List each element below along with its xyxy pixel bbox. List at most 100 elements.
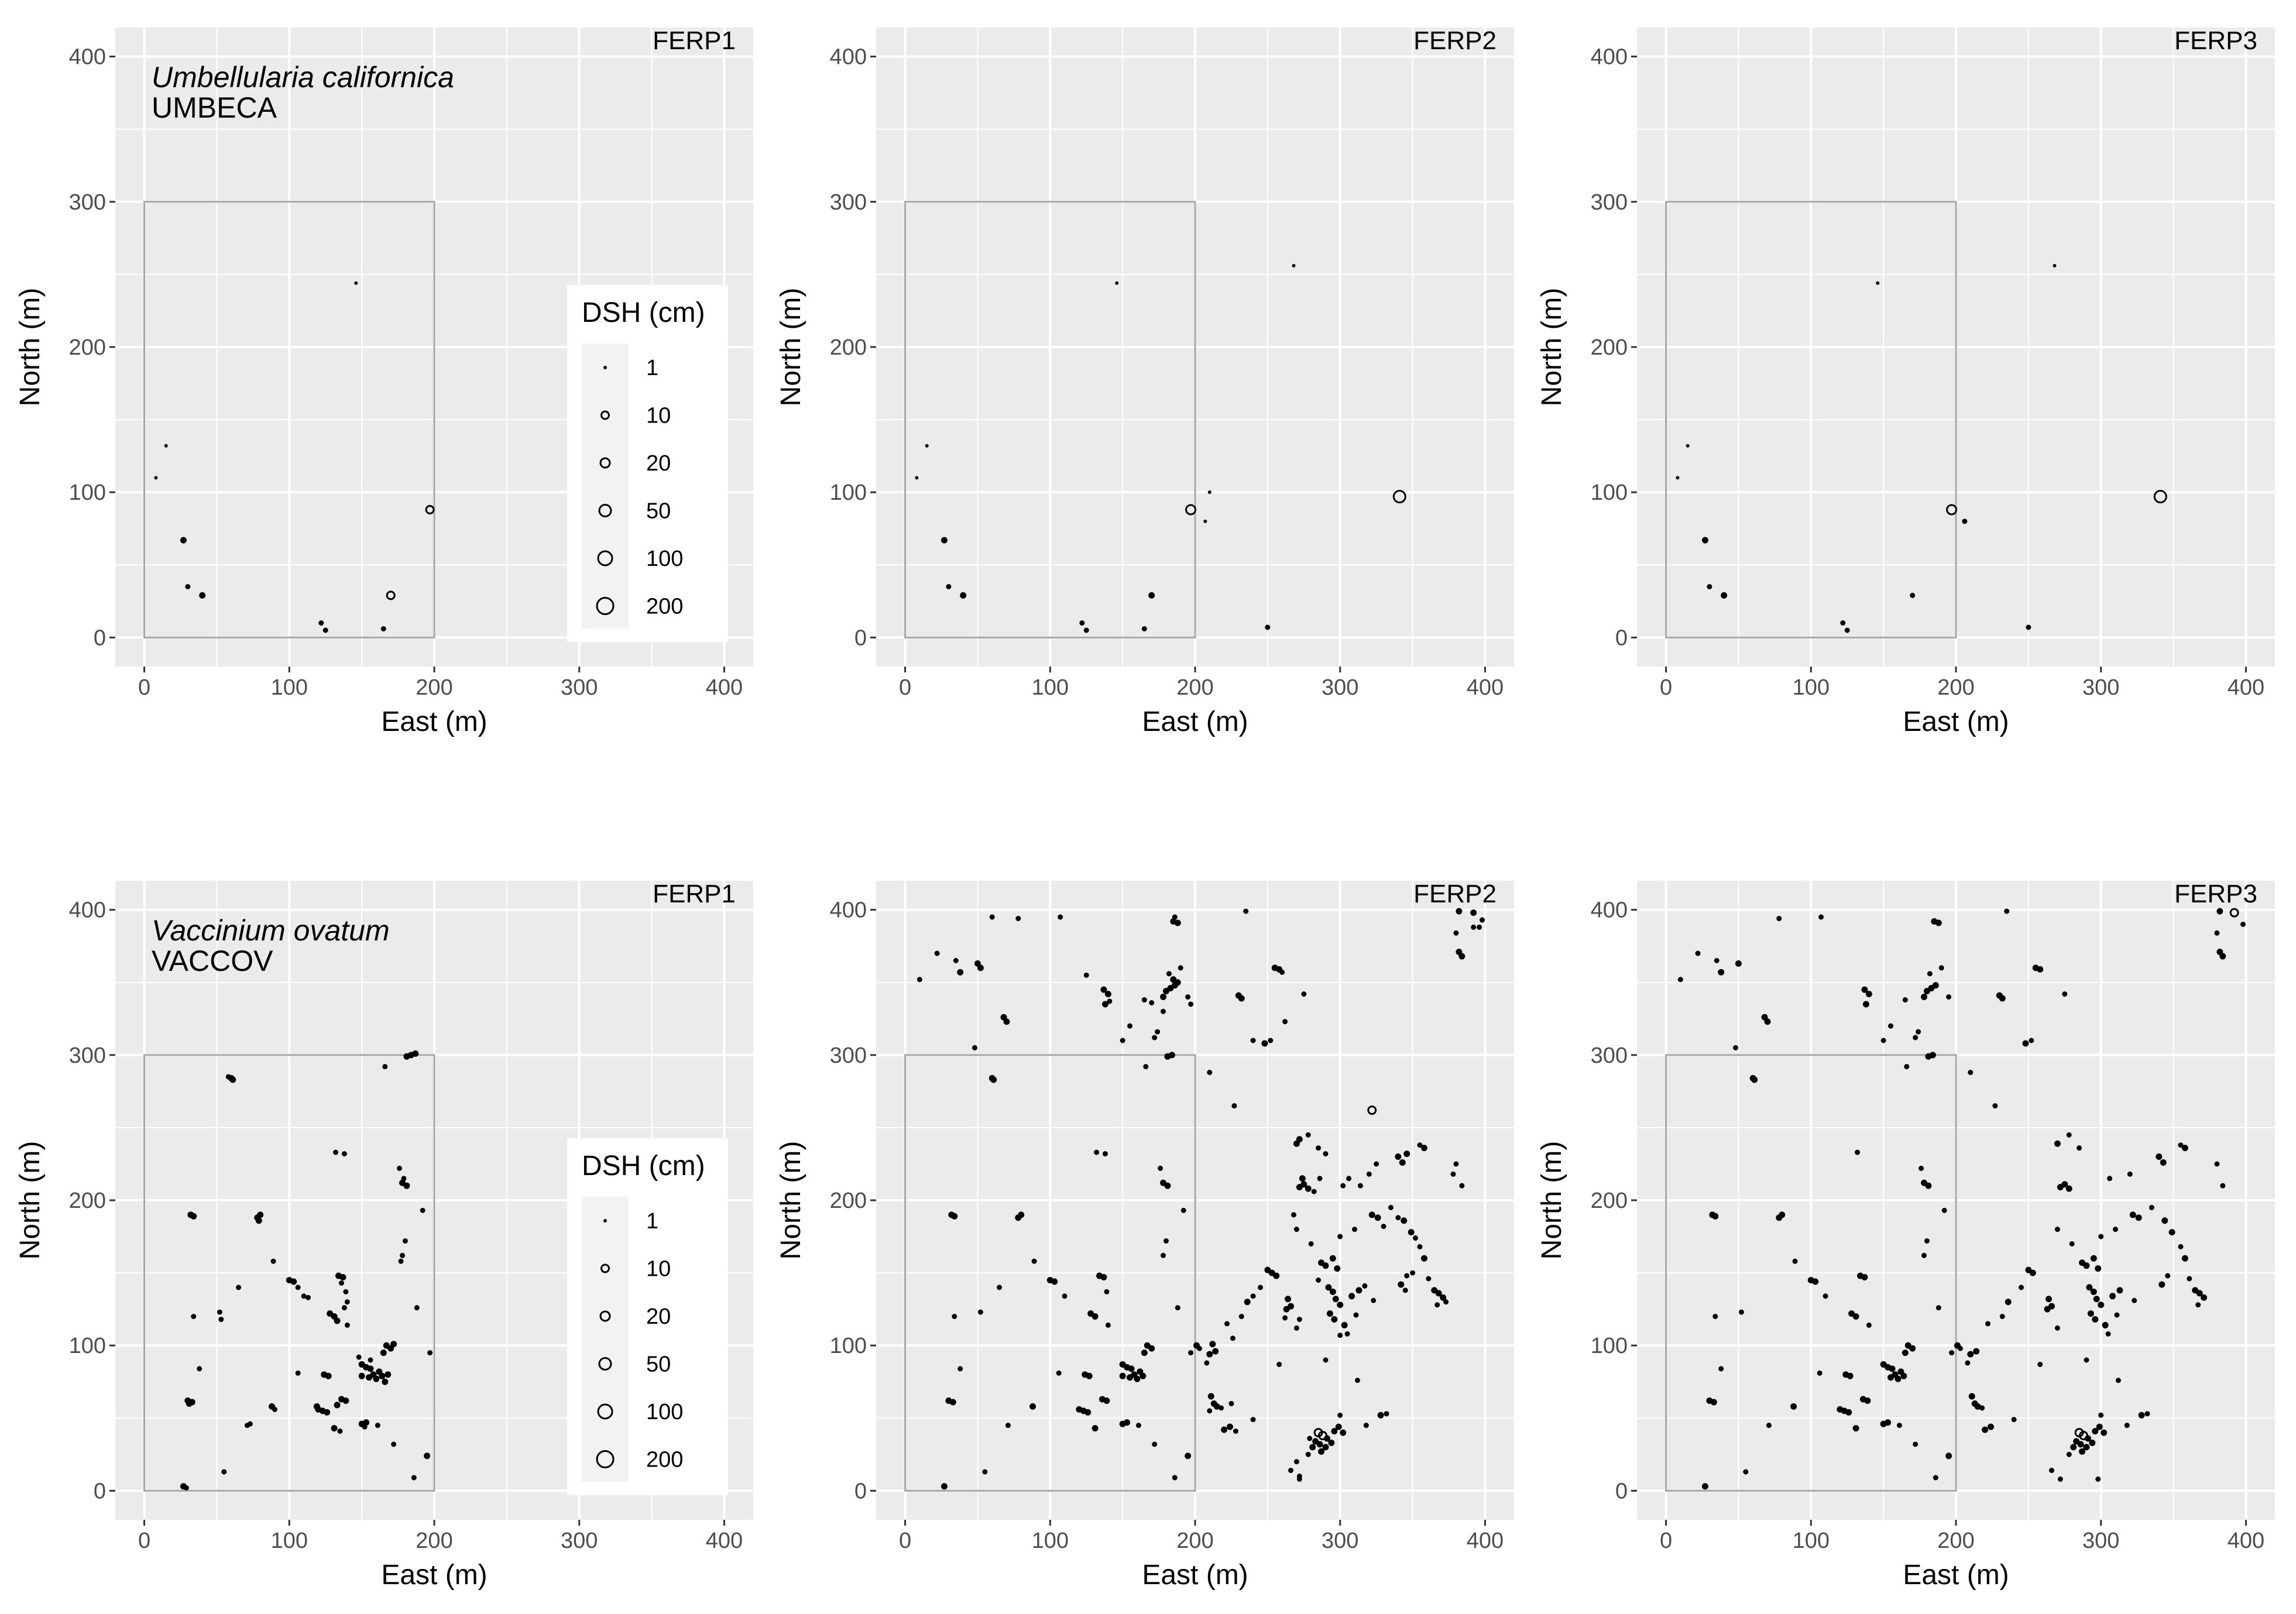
data-point (1261, 1040, 1268, 1047)
data-point (1323, 1357, 1329, 1363)
data-point (1876, 281, 1880, 285)
data-point (190, 1213, 197, 1220)
x-axis-title: East (m) (1142, 706, 1248, 737)
data-point (1305, 1185, 1312, 1192)
data-point (1371, 1297, 1377, 1303)
y-tick-label: 300 (69, 1043, 106, 1068)
data-point (1307, 1436, 1313, 1441)
data-point (1317, 1176, 1323, 1182)
data-point (1094, 1149, 1100, 1155)
data-point (2192, 1287, 2199, 1294)
data-point (1923, 988, 1930, 995)
data-point (1695, 950, 1701, 956)
data-point (1420, 1255, 1427, 1262)
data-point (1196, 1345, 1202, 1351)
data-point (1296, 1184, 1303, 1191)
data-point (1480, 917, 1485, 923)
data-point (1456, 949, 1463, 956)
data-point (2216, 949, 2223, 956)
data-point (1003, 1018, 1010, 1025)
data-point (218, 1317, 224, 1323)
data-point (338, 1280, 344, 1286)
data-point (1107, 998, 1113, 1004)
data-point (2090, 1255, 2097, 1262)
data-point (2057, 1476, 2063, 1482)
data-point (1115, 281, 1119, 285)
data-point (2214, 930, 2220, 936)
y-tick-label: 200 (1591, 335, 1628, 360)
data-point (1913, 1035, 1919, 1040)
data-point (1718, 969, 1725, 976)
data-point (1707, 584, 1712, 589)
data-point (1092, 1313, 1099, 1320)
data-point (1283, 1306, 1290, 1313)
y-tick-label: 400 (830, 898, 867, 923)
y-tick-label: 0 (94, 626, 106, 650)
data-point (1207, 1393, 1214, 1400)
data-point (1933, 1475, 1938, 1481)
data-point (1910, 592, 1916, 598)
data-point (1331, 1428, 1338, 1435)
data-point (953, 958, 959, 963)
data-point (2077, 1145, 2082, 1151)
data-point (1293, 1459, 1299, 1465)
x-tick-label: 400 (706, 1529, 743, 1553)
data-point (1143, 1064, 1149, 1070)
data-point (1334, 1265, 1341, 1272)
legend-key-symbol (603, 366, 607, 369)
data-point (2026, 624, 2031, 630)
data-point (1102, 1151, 1108, 1157)
data-point (1913, 1441, 1919, 1447)
data-point (1417, 1244, 1423, 1249)
data-point (2065, 1185, 2072, 1192)
species-name: Vaccinium ovatum (152, 914, 390, 947)
y-axis-title: North (m) (1536, 1141, 1567, 1260)
x-tick-label: 200 (1937, 1529, 1974, 1553)
data-point (1331, 1316, 1338, 1323)
data-point (1889, 1365, 1896, 1372)
x-tick-label: 400 (1467, 1529, 1504, 1553)
data-point (1120, 1038, 1125, 1043)
data-point (1238, 995, 1245, 1002)
data-point (960, 592, 967, 599)
data-point (1677, 977, 1683, 983)
data-point (1395, 1153, 1402, 1160)
data-point (1293, 1325, 1299, 1331)
data-point (154, 476, 158, 480)
y-tick-label: 0 (854, 626, 867, 650)
data-point (397, 1165, 403, 1171)
data-point (1928, 985, 1935, 992)
data-point (1887, 1374, 1895, 1381)
species-name: Umbellularia californica (152, 61, 454, 94)
data-point (2158, 1281, 2165, 1288)
data-point (1101, 1001, 1108, 1008)
panel-label: FERP1 (653, 880, 736, 908)
data-point (1207, 1070, 1213, 1076)
data-point (1170, 976, 1177, 983)
data-point (344, 1299, 350, 1305)
data-point (1792, 1258, 1798, 1264)
data-point (1337, 1234, 1343, 1239)
data-point (2161, 1217, 2168, 1224)
data-point (229, 1076, 236, 1083)
data-point (1374, 1161, 1379, 1167)
data-point (1888, 1023, 1894, 1029)
data-point (2079, 1448, 2086, 1455)
data-point (1083, 627, 1089, 633)
data-point (1864, 1397, 1871, 1404)
data-point (1957, 1345, 1963, 1351)
data-point (236, 1285, 242, 1290)
data-point (1935, 1305, 1941, 1311)
x-tick-label: 200 (416, 675, 452, 700)
data-point (1137, 1368, 1144, 1375)
data-point (1250, 1417, 1256, 1423)
data-point (2168, 1229, 2175, 1236)
data-point (1341, 1321, 1348, 1328)
y-tick-label: 0 (1615, 626, 1628, 650)
data-point (2219, 953, 2226, 960)
data-point (1228, 1400, 1234, 1406)
data-point (1927, 971, 1933, 977)
data-point (379, 1372, 386, 1379)
data-point (1431, 1287, 1438, 1294)
data-point (1188, 1001, 1194, 1007)
